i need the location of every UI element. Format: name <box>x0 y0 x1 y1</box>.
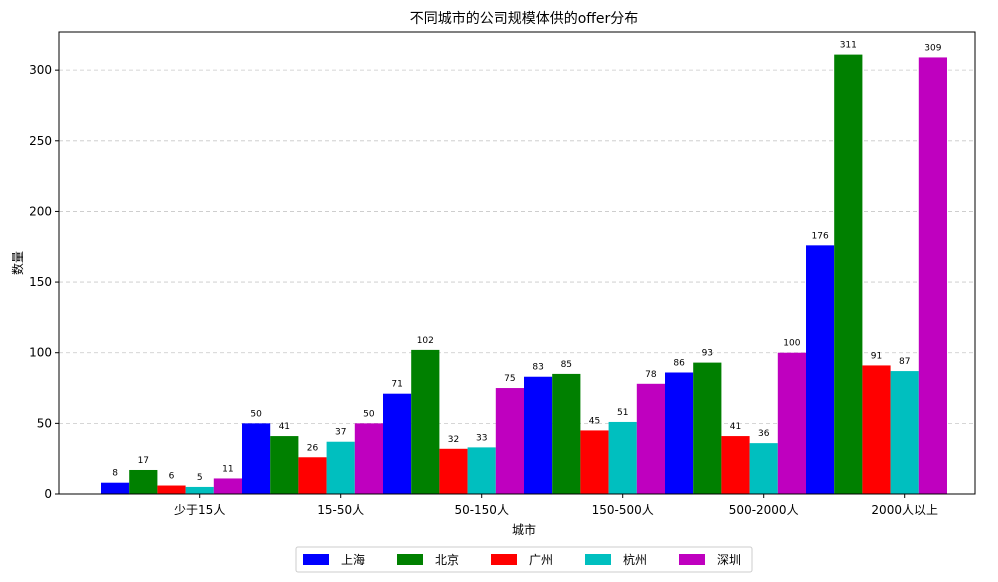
bar <box>185 486 214 494</box>
y-tick-label: 250 <box>29 134 52 148</box>
legend-item: 深圳 <box>679 553 741 567</box>
bar <box>608 421 637 494</box>
x-tick-label: 500-2000人 <box>729 503 799 517</box>
data-label: 86 <box>673 358 685 368</box>
data-label: 71 <box>391 380 402 390</box>
bar <box>862 365 891 494</box>
legend-label: 广州 <box>529 553 553 567</box>
y-tick-label: 150 <box>29 275 52 289</box>
bar <box>439 448 468 494</box>
bar <box>918 57 947 495</box>
data-label: 6 <box>169 472 175 482</box>
data-label: 50 <box>250 409 262 419</box>
chart-title: 不同城市的公司规模体供的offer分布 <box>410 10 639 27</box>
y-tick-label: 100 <box>29 346 52 360</box>
x-tick-label: 50-150人 <box>454 503 509 517</box>
data-label: 75 <box>504 374 515 384</box>
bar <box>721 436 750 494</box>
legend-label: 上海 <box>341 552 365 567</box>
data-label: 41 <box>730 422 741 432</box>
legend-swatch <box>397 554 423 565</box>
legend-label: 深圳 <box>717 553 741 567</box>
data-label: 41 <box>279 422 290 432</box>
data-label: 309 <box>924 43 941 53</box>
bar <box>467 447 496 494</box>
legend-item: 北京 <box>397 553 459 567</box>
data-label: 36 <box>758 429 770 439</box>
legend-frame <box>295 546 753 573</box>
bar <box>524 376 553 494</box>
data-labels: 8 50 71 83 86 176 17 41 102 85 93 311 6 26 32 45 41 91 5 37… <box>112 41 942 483</box>
data-label: 91 <box>871 351 882 361</box>
bar <box>806 245 835 494</box>
bar <box>411 349 440 494</box>
data-label: 5 <box>197 473 203 483</box>
legend-swatch <box>585 554 611 565</box>
bar <box>383 393 412 494</box>
bar <box>580 430 609 494</box>
data-label: 93 <box>702 349 713 359</box>
data-label: 78 <box>645 370 657 380</box>
legend-label: 杭州 <box>623 552 647 567</box>
legend-item: 上海 <box>303 552 365 567</box>
bar <box>749 443 778 494</box>
bar <box>157 485 186 494</box>
x-axis-title: 城市 <box>512 522 536 537</box>
y-axis: 0 50 100 150 200 250 300 <box>29 63 59 501</box>
y-tick-label: 200 <box>29 204 52 218</box>
data-label: 33 <box>476 433 487 443</box>
bar <box>354 423 383 494</box>
bar <box>101 482 130 494</box>
data-label: 176 <box>812 231 829 241</box>
data-label: 83 <box>532 363 543 373</box>
y-tick-label: 300 <box>29 63 52 77</box>
data-label: 45 <box>589 416 600 426</box>
bar <box>552 373 581 494</box>
data-label: 311 <box>840 41 857 51</box>
y-tick-label: 0 <box>44 487 52 501</box>
bar <box>777 352 806 494</box>
data-label: 100 <box>783 339 800 349</box>
bar <box>129 469 158 494</box>
y-tick-label: 50 <box>37 416 52 430</box>
data-label: 85 <box>561 360 572 370</box>
data-label: 11 <box>222 464 233 474</box>
legend-label: 北京 <box>435 553 459 567</box>
bar <box>270 436 299 494</box>
data-label: 8 <box>112 469 118 479</box>
bar <box>298 457 327 494</box>
data-label: 87 <box>899 357 910 367</box>
bar <box>665 372 694 494</box>
x-tick-label: 2000人以上 <box>871 503 938 517</box>
x-tick-label: 150-500人 <box>592 503 654 517</box>
bar <box>693 362 722 494</box>
legend-item: 广州 <box>491 553 553 567</box>
legend-swatch <box>303 554 329 565</box>
bar <box>213 478 242 494</box>
legend-swatch <box>491 554 517 565</box>
data-label: 26 <box>307 443 319 453</box>
bar <box>834 54 863 495</box>
data-label: 32 <box>448 435 459 445</box>
y-axis-title: 数量 <box>10 251 25 275</box>
bar <box>495 388 524 494</box>
bar <box>242 423 271 494</box>
x-tick-label: 少于15人 <box>174 503 225 517</box>
legend-item: 杭州 <box>585 552 647 567</box>
bar <box>890 371 919 494</box>
bar <box>636 383 665 494</box>
x-axis: 少于15人 15-50人 50-150人 150-500人 500-2000人 2000人… <box>174 494 938 517</box>
data-label: 51 <box>617 408 628 418</box>
bar <box>326 441 355 494</box>
data-label: 50 <box>363 409 375 419</box>
data-label: 102 <box>417 336 434 346</box>
bars <box>101 54 947 495</box>
legend: 上海 北京 广州 杭州 深圳 <box>295 546 753 573</box>
legend-swatch <box>679 554 705 565</box>
data-label: 37 <box>335 428 346 438</box>
plot-frame <box>58 31 976 495</box>
data-label: 17 <box>138 456 149 466</box>
x-tick-label: 15-50人 <box>317 503 364 517</box>
